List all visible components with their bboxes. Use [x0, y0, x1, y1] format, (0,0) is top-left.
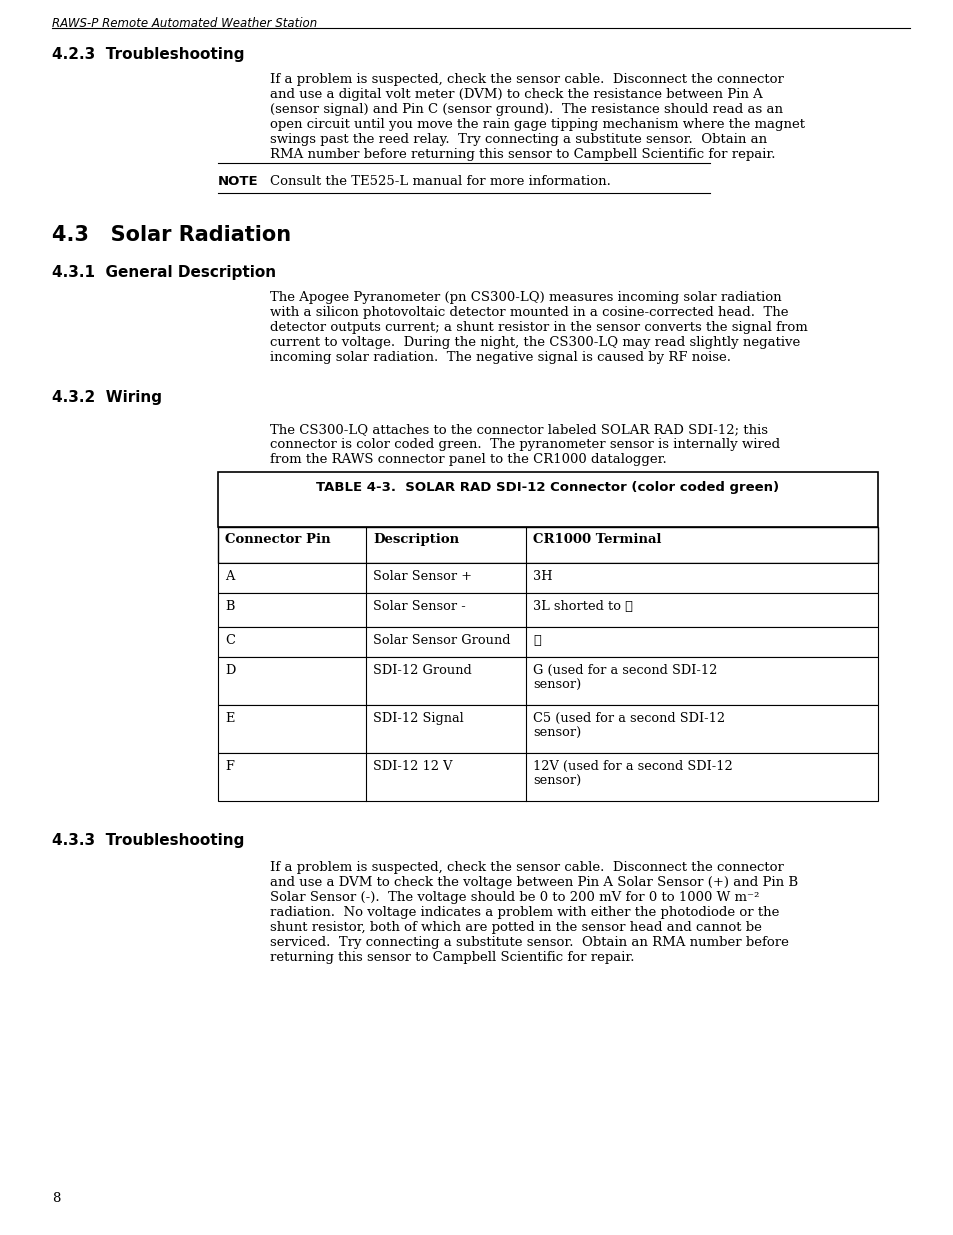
Text: The CS300-LQ attaches to the connector labeled SOLAR RAD SDI-12; this
connector : The CS300-LQ attaches to the connector l… [270, 424, 780, 466]
Bar [218, 472, 877, 527]
Text: TABLE 4-3.  SOLAR RAD SDI-12 Connector (color coded green): TABLE 4-3. SOLAR RAD SDI-12 Connector (c… [316, 480, 779, 494]
Text: 4.2.3  Troubleshooting: 4.2.3 Troubleshooting [52, 47, 244, 62]
Text: Consult the TE525-L manual for more information.: Consult the TE525-L manual for more info… [270, 175, 610, 188]
Text: SDI-12 12 V: SDI-12 12 V [373, 760, 452, 773]
Text: C5 (used for a second SDI-12
sensor): C5 (used for a second SDI-12 sensor) [533, 713, 724, 740]
Text: 4.3   Solar Radiation: 4.3 Solar Radiation [52, 225, 291, 245]
Bar [218, 753, 877, 802]
Text: 3H: 3H [533, 571, 552, 583]
Bar [218, 657, 877, 705]
Text: The Apogee Pyranometer (pn CS300-LQ) measures incoming solar radiation
with a si: The Apogee Pyranometer (pn CS300-LQ) mea… [270, 291, 807, 364]
Text: C: C [225, 634, 234, 647]
Text: 8: 8 [52, 1192, 60, 1205]
Text: Solar Sensor Ground: Solar Sensor Ground [373, 634, 510, 647]
Text: Solar Sensor +: Solar Sensor + [373, 571, 472, 583]
Bar [218, 627, 877, 657]
Text: 4.3.3  Troubleshooting: 4.3.3 Troubleshooting [52, 832, 244, 848]
Text: If a problem is suspected, check the sensor cable.  Disconnect the connector
and: If a problem is suspected, check the sen… [270, 73, 804, 161]
Bar [218, 563, 877, 593]
Text: 4.3.1  General Description: 4.3.1 General Description [52, 266, 275, 280]
Text: E: E [225, 713, 234, 725]
Text: Solar Sensor -: Solar Sensor - [373, 600, 465, 613]
Text: 12V (used for a second SDI-12
sensor): 12V (used for a second SDI-12 sensor) [533, 760, 732, 788]
Text: Connector Pin: Connector Pin [225, 534, 331, 546]
Text: F: F [225, 760, 233, 773]
Text: G (used for a second SDI-12
sensor): G (used for a second SDI-12 sensor) [533, 664, 717, 692]
Text: 3L shorted to ⏚: 3L shorted to ⏚ [533, 600, 632, 613]
Text: A: A [225, 571, 234, 583]
Text: D: D [225, 664, 235, 677]
Text: 4.3.2  Wiring: 4.3.2 Wiring [52, 390, 162, 405]
Text: B: B [225, 600, 234, 613]
Text: SDI-12 Ground: SDI-12 Ground [373, 664, 471, 677]
Text: SDI-12 Signal: SDI-12 Signal [373, 713, 463, 725]
Text: Description: Description [373, 534, 458, 546]
Text: If a problem is suspected, check the sensor cable.  Disconnect the connector
and: If a problem is suspected, check the sen… [270, 861, 798, 965]
Bar [218, 593, 877, 627]
Text: NOTE: NOTE [218, 175, 258, 188]
Bar [218, 705, 877, 753]
Text: CR1000 Terminal: CR1000 Terminal [533, 534, 660, 546]
Text: ⏚: ⏚ [533, 634, 540, 647]
Text: RAWS-P Remote Automated Weather Station: RAWS-P Remote Automated Weather Station [52, 17, 317, 30]
Bar [218, 527, 877, 563]
